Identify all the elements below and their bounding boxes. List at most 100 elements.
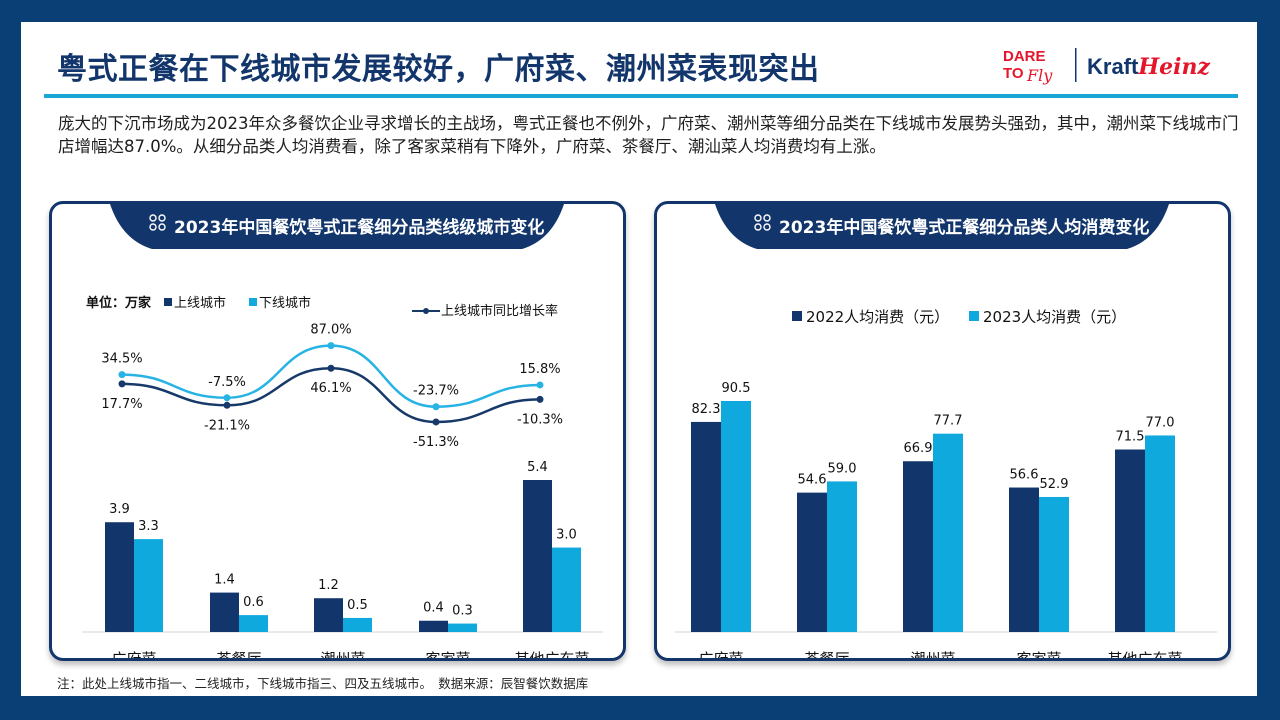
bar-value-label: 59.0: [828, 461, 857, 476]
x-tick-label: 潮州菜: [320, 650, 365, 658]
line-point: [118, 371, 126, 379]
line-point: [223, 401, 231, 409]
bar-upper-city: [314, 598, 343, 632]
line-value-label: -7.5%: [208, 375, 246, 390]
line-point: [536, 381, 544, 389]
spend-chart: 2023年中国餐饮粤式正餐细分品类人均消费变化 2022人均消费（元） 2023人均…: [675, 204, 1217, 658]
x-tick-label: 广府菜: [111, 650, 156, 658]
bar-2023: [933, 433, 963, 632]
page-title: 粤式正餐在下线城市发展较好，广府菜、潮州菜表现突出: [57, 52, 820, 87]
bar-lower-city: [134, 539, 163, 632]
bar-value-label: 3.3: [138, 519, 159, 534]
line-value-label: -23.7%: [413, 384, 459, 399]
x-tick-label: 客家菜: [1016, 650, 1061, 658]
bar-2023: [1039, 496, 1069, 632]
bar-value-label: 77.7: [934, 414, 963, 429]
line-point: [327, 364, 335, 372]
spend-chart-panel: 2023年中国餐饮粤式正餐细分品类人均消费变化 2022人均消费（元） 2023人均…: [654, 201, 1231, 661]
bar-lower-city: [552, 547, 581, 632]
bar-value-label: 56.6: [1010, 468, 1039, 483]
unit-label: 单位：万家: [86, 295, 152, 311]
line-value-label: 34.5%: [101, 352, 142, 367]
bar-upper-city: [210, 592, 239, 632]
bar-value-label: 3.0: [556, 528, 577, 543]
x-tick-label: 茶餐厅: [216, 650, 261, 658]
bar-2023: [721, 401, 751, 632]
bar-2022: [691, 421, 721, 632]
legend-line-dot: [423, 308, 429, 314]
line-point: [536, 395, 544, 403]
line-value-label: -21.1%: [204, 418, 250, 433]
line-value-label: -51.3%: [413, 435, 459, 450]
bar-2022: [797, 492, 827, 632]
line-point: [118, 380, 126, 388]
line-point: [223, 394, 231, 402]
legend-marker-lower: [249, 298, 257, 306]
store-chart-header: [110, 204, 564, 249]
bar-value-label: 90.5: [722, 381, 751, 396]
bar-upper-city: [523, 480, 552, 632]
bar-lower-city: [448, 623, 477, 632]
bar-2023: [1145, 435, 1175, 632]
x-tick-label: 潮州菜: [910, 650, 955, 658]
slide: 粤式正餐在下线城市发展较好，广府菜、潮州菜表现突出 DARE TO Fly Kr…: [21, 22, 1257, 696]
line-value-label: 87.0%: [310, 323, 351, 338]
logo-fly-text: Fly: [1026, 66, 1053, 85]
spend-chart-header: [715, 204, 1169, 249]
line-value-label: 46.1%: [310, 381, 351, 396]
line-value-label: 15.8%: [519, 362, 560, 377]
legend-marker-2022: [792, 311, 802, 321]
legend-lower-city: 下线城市: [259, 295, 311, 311]
legend-2023: 2023人均消费（元）: [983, 308, 1126, 326]
grid-icon: [754, 214, 771, 231]
bar-value-label: 3.9: [109, 502, 130, 517]
bar-value-label: 52.9: [1040, 477, 1069, 492]
store-count-chart-panel: 2023年中国餐饮粤式正餐细分品类线级城市变化单位：万家 上线城市 下线城市上线城市…: [49, 201, 626, 661]
bar-upper-city: [105, 522, 134, 632]
legend-growth-line: 上线城市同比增长率: [441, 303, 558, 319]
x-tick-label: 广府菜: [698, 650, 743, 658]
bar-value-label: 66.9: [904, 441, 933, 456]
logo-dare-text: DARE: [1003, 48, 1046, 65]
store-chart-title: 2023年中国餐饮粤式正餐细分品类线级城市变化: [174, 217, 544, 238]
line-value-label: 17.7%: [101, 397, 142, 412]
bar-2022: [903, 461, 933, 632]
grid-icon: [149, 214, 166, 231]
bar-value-label: 5.4: [527, 460, 548, 475]
legend-2022: 2022人均消费（元）: [806, 308, 949, 326]
legend-marker-upper: [164, 298, 172, 306]
bar-2023: [827, 481, 857, 632]
bar-value-label: 77.0: [1146, 415, 1175, 430]
bar-value-label: 0.3: [452, 604, 473, 619]
bar-value-label: 1.2: [318, 578, 339, 593]
intro-paragraph: 庞大的下沉市场成为2023年众多餐饮企业寻求增长的主战场，粤式正餐也不例外，广府…: [58, 114, 1239, 156]
bar-value-label: 0.5: [347, 598, 368, 613]
logo-brand-kraft: Kraft: [1087, 54, 1139, 79]
logo-divider: [1075, 48, 1077, 82]
x-tick-label: 客家菜: [425, 650, 470, 658]
bar-2022: [1009, 487, 1039, 632]
line-value-label: -10.3%: [517, 412, 563, 427]
brand-logo: DARE TO Fly KraftHeinz: [1003, 48, 1210, 85]
logo-brand-text: KraftHeinz: [1087, 54, 1210, 80]
bar-value-label: 54.6: [798, 473, 827, 488]
footnote: 注：此处上线城市指一、二线城市，下线城市指三、四及五线城市。 数据来源：辰智餐饮…: [57, 676, 589, 691]
bar-value-label: 0.4: [423, 601, 444, 616]
bar-lower-city: [343, 617, 372, 632]
x-tick-label: 其他广东菜: [1107, 650, 1182, 658]
bar-value-label: 82.3: [692, 402, 721, 417]
legend-marker-2023: [969, 311, 979, 321]
line-point: [327, 342, 335, 350]
bar-value-label: 71.5: [1116, 429, 1145, 444]
logo-brand-heinz: Heinz: [1137, 54, 1210, 80]
bar-2022: [1115, 449, 1145, 632]
bar-upper-city: [419, 620, 448, 632]
line-point: [432, 403, 440, 411]
legend-upper-city: 上线城市: [174, 295, 226, 311]
bar-value-label: 0.6: [243, 595, 264, 610]
bar-lower-city: [239, 615, 268, 632]
logo-to-text: TO: [1003, 65, 1024, 82]
spend-chart-title: 2023年中国餐饮粤式正餐细分品类人均消费变化: [779, 217, 1149, 238]
line-point: [432, 418, 440, 426]
